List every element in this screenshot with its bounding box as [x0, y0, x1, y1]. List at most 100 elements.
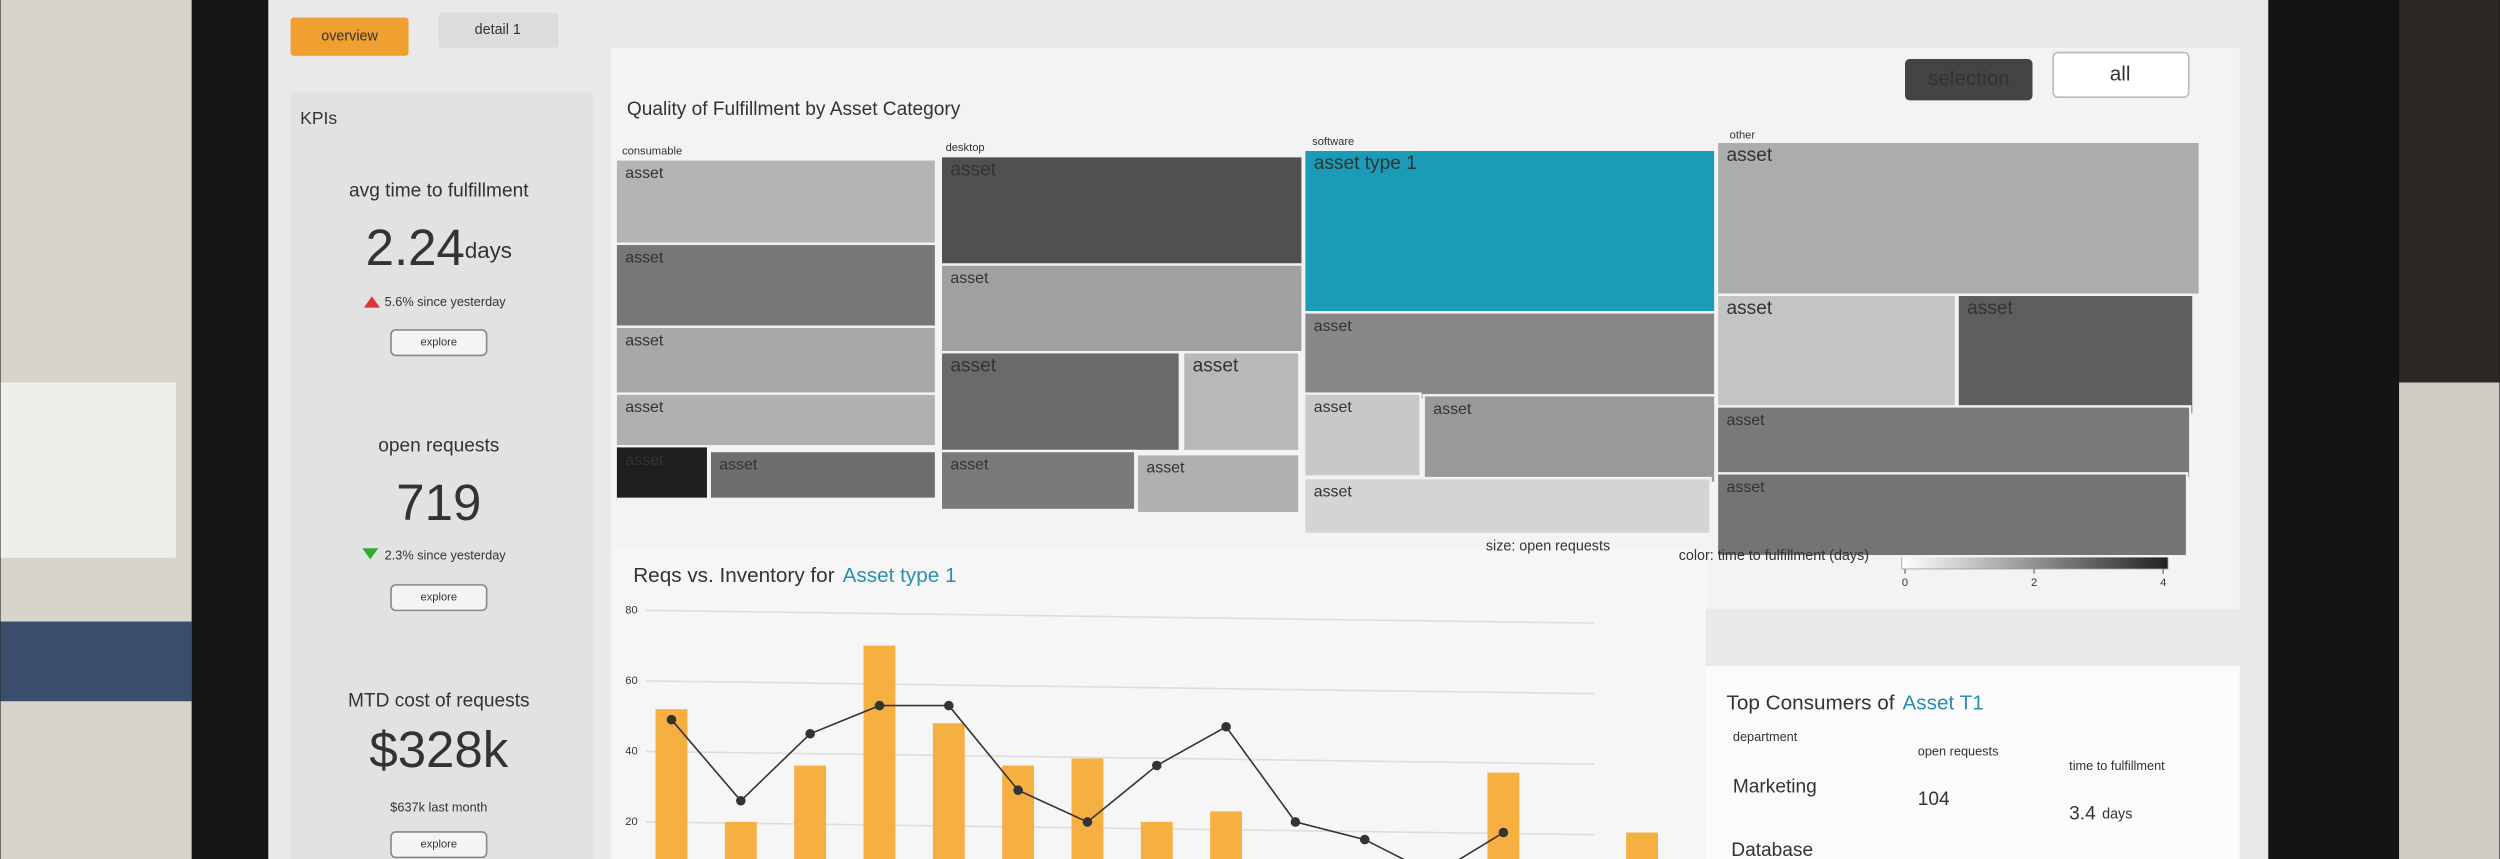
kpi-value: 2.24days — [366, 219, 512, 276]
button[interactable] — [1905, 58, 2033, 101]
tile-label: asset — [1146, 460, 1185, 477]
bar-chart-panel — [610, 549, 1706, 859]
treemap-tile[interactable] — [614, 392, 938, 448]
treemap-tile[interactable] — [939, 263, 1304, 354]
kpi-label: open requests — [378, 435, 499, 456]
button[interactable] — [2052, 51, 2190, 99]
table-cell: Database — [1731, 840, 1813, 859]
treemap-tile[interactable] — [614, 242, 938, 328]
treemap-tile[interactable] — [1715, 405, 2192, 480]
line-point — [1082, 817, 1093, 827]
bar — [1002, 765, 1035, 859]
tile-label: asset — [1727, 298, 1773, 319]
tile-label: asset — [1727, 479, 1766, 496]
table-header: open requests — [1918, 744, 1999, 759]
chart-title-text: Reqs vs. Inventory for — [633, 564, 834, 587]
treemap-tile[interactable] — [939, 154, 1304, 266]
treemap-tile[interactable] — [1422, 394, 1717, 485]
legend-tick-label: 2 — [2031, 577, 2037, 589]
bar — [1626, 832, 1658, 859]
tile-label: asset — [1314, 399, 1353, 416]
button-label: selection — [1928, 67, 2010, 90]
grid-line — [645, 750, 1595, 765]
tile-label: asset — [1967, 298, 2013, 319]
treemap-tile[interactable] — [1715, 293, 1958, 413]
tile-label: asset — [1727, 412, 1766, 429]
background-right — [2399, 382, 2500, 859]
background-object — [0, 382, 176, 558]
legend-label: color: time to fulfillment (days) — [1679, 548, 1869, 564]
cell-number: 3.4 — [2069, 803, 2096, 824]
treemap-tile[interactable] — [1302, 148, 1717, 314]
line-point — [736, 796, 746, 806]
line-point — [1498, 827, 1509, 838]
kpi-value: 719 — [396, 474, 481, 531]
monitor-bezel — [2268, 0, 2400, 859]
explore-button[interactable] — [390, 329, 488, 357]
table-header: department — [1733, 729, 1798, 744]
line-point — [1221, 721, 1231, 732]
bar — [724, 821, 757, 859]
treemap-tile[interactable] — [708, 449, 938, 501]
explore-label: explore — [421, 592, 458, 604]
grid-line — [645, 680, 1595, 695]
treemap-tile[interactable] — [1181, 351, 1301, 453]
legend-tick-label: 0 — [1902, 577, 1908, 589]
background-book — [0, 621, 192, 702]
treemap-tile[interactable] — [939, 449, 1137, 512]
bar — [794, 765, 827, 859]
tile-label: asset — [625, 399, 664, 416]
tile-label: asset — [625, 249, 664, 266]
bar — [932, 723, 965, 859]
tile-label: asset — [625, 332, 664, 349]
tile-label: asset — [1727, 145, 1773, 166]
treemap-tile[interactable] — [614, 158, 938, 246]
treemap-tile[interactable] — [1302, 392, 1422, 478]
line-point — [1151, 760, 1162, 771]
treemap-tile[interactable] — [1302, 311, 1717, 402]
table-cell: 3.4 days — [2069, 803, 2132, 824]
button-label: all — [2110, 62, 2131, 85]
kpi-label: avg time to fulfillment — [349, 180, 529, 201]
treemap-tile[interactable] — [1135, 453, 1301, 515]
treemap-tile[interactable] — [1302, 476, 1712, 536]
explore-label: explore — [421, 839, 458, 851]
treemap-tile[interactable] — [614, 325, 938, 395]
treemap-tile[interactable] — [614, 445, 710, 501]
tab-label: overview — [321, 28, 378, 44]
kpi-label: MTD cost of requests — [348, 690, 530, 711]
tile-label: asset — [625, 165, 664, 182]
category-label: desktop — [946, 142, 985, 154]
treemap-tile[interactable] — [1715, 140, 2202, 297]
bar — [863, 645, 896, 859]
tile-label: asset — [625, 452, 664, 469]
bar — [1487, 772, 1520, 859]
trend-down-icon — [362, 548, 379, 560]
line-point — [805, 729, 815, 739]
category-label: other — [1730, 129, 1756, 141]
line-point — [1359, 834, 1370, 845]
explore-button[interactable] — [390, 584, 488, 612]
tile-label: asset — [950, 356, 996, 377]
explore-button[interactable] — [390, 831, 488, 859]
table-cell: 104 — [1918, 789, 1950, 810]
treemap-title: Quality of Fulfillment by Asset Category — [627, 99, 961, 120]
cell-unit: days — [2102, 806, 2132, 822]
tab[interactable] — [438, 12, 559, 48]
bar — [1140, 821, 1173, 859]
tab[interactable] — [290, 17, 409, 56]
tab-label: detail 1 — [475, 22, 521, 38]
tile-label: asset type 1 — [1314, 153, 1417, 174]
kpi-unit: days — [465, 238, 512, 263]
treemap-tile[interactable] — [1715, 472, 2189, 558]
background-right — [2399, 0, 2500, 383]
kpi-change: 5.6% since yesterday — [385, 294, 507, 309]
table-title: Top Consumers of Asset T1 — [1727, 692, 1984, 715]
tile-label: asset — [1193, 356, 1239, 377]
tile-label: asset — [1314, 484, 1353, 501]
y-tick-label: 40 — [625, 745, 637, 757]
tile-label: asset — [950, 457, 989, 474]
bar — [1071, 758, 1104, 859]
